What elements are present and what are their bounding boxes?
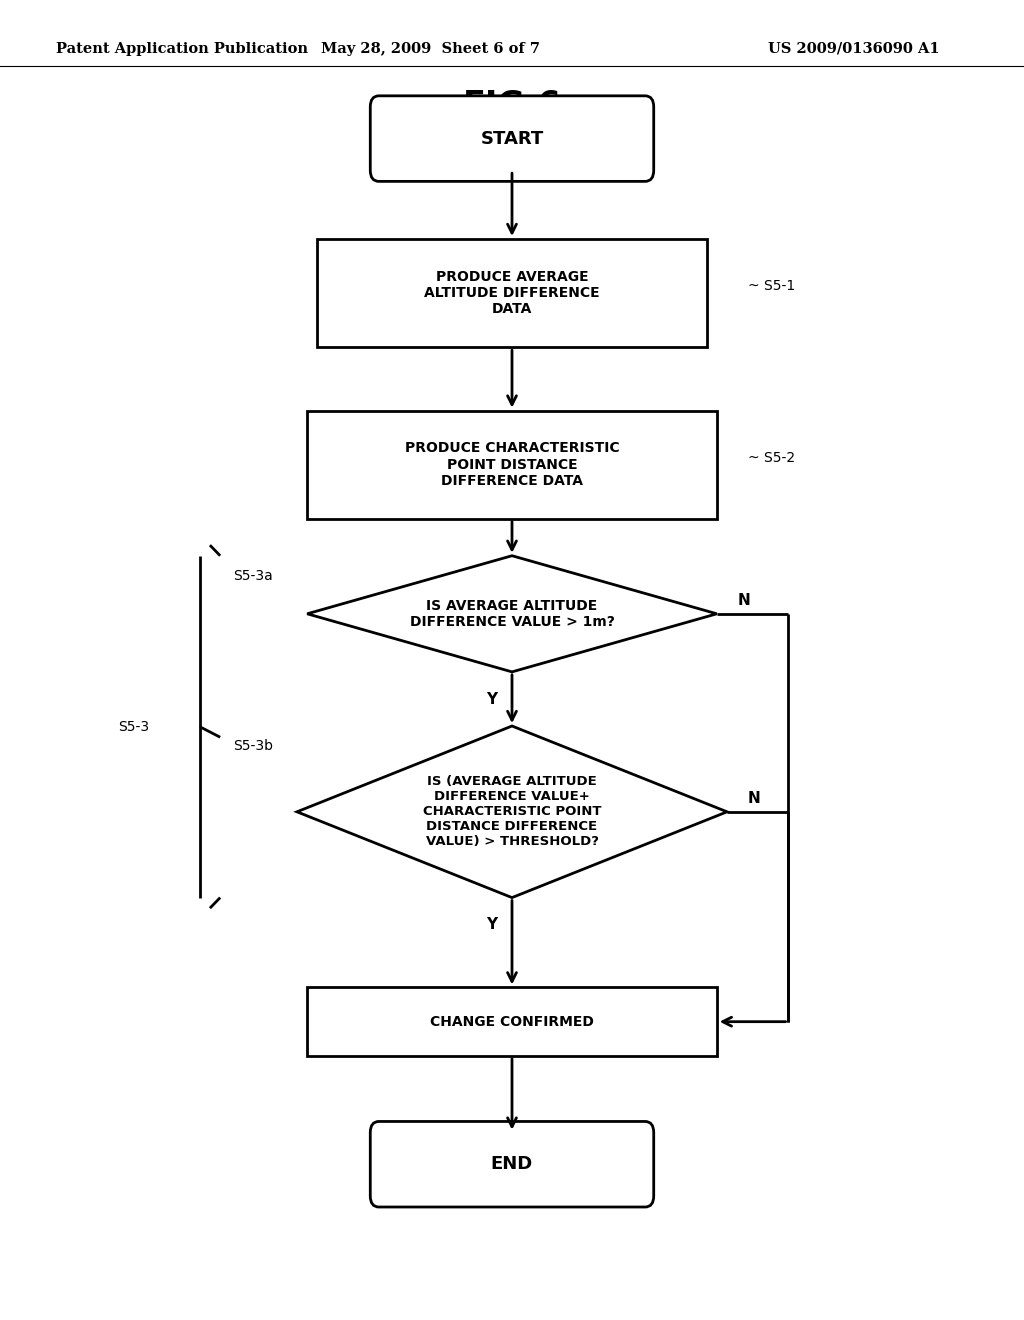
Text: PRODUCE CHARACTERISTIC
POINT DISTANCE
DIFFERENCE DATA: PRODUCE CHARACTERISTIC POINT DISTANCE DI… xyxy=(404,441,620,488)
Text: S5-3b: S5-3b xyxy=(233,739,273,754)
Bar xyxy=(317,239,707,347)
Polygon shape xyxy=(297,726,727,898)
Text: FIG.6: FIG.6 xyxy=(463,88,561,121)
Text: N: N xyxy=(748,791,760,807)
Text: IS (AVERAGE ALTITUDE
DIFFERENCE VALUE+
CHARACTERISTIC POINT
DISTANCE DIFFERENCE
: IS (AVERAGE ALTITUDE DIFFERENCE VALUE+ C… xyxy=(423,775,601,849)
Text: N: N xyxy=(737,593,750,609)
Bar xyxy=(307,987,717,1056)
FancyBboxPatch shape xyxy=(371,96,653,181)
Text: Y: Y xyxy=(486,917,497,932)
Text: US 2009/0136090 A1: US 2009/0136090 A1 xyxy=(768,42,940,55)
Text: IS AVERAGE ALTITUDE
DIFFERENCE VALUE > 1m?: IS AVERAGE ALTITUDE DIFFERENCE VALUE > 1… xyxy=(410,599,614,628)
Text: Patent Application Publication: Patent Application Publication xyxy=(56,42,308,55)
Bar xyxy=(307,411,717,519)
Text: START: START xyxy=(480,129,544,148)
Text: Y: Y xyxy=(486,692,497,706)
Text: PRODUCE AVERAGE
ALTITUDE DIFFERENCE
DATA: PRODUCE AVERAGE ALTITUDE DIFFERENCE DATA xyxy=(424,269,600,317)
Polygon shape xyxy=(307,556,717,672)
Text: ~ S5-1: ~ S5-1 xyxy=(748,280,795,293)
Text: S5-3a: S5-3a xyxy=(233,569,273,583)
Text: May 28, 2009  Sheet 6 of 7: May 28, 2009 Sheet 6 of 7 xyxy=(321,42,540,55)
Text: END: END xyxy=(490,1155,534,1173)
FancyBboxPatch shape xyxy=(371,1122,653,1206)
Text: CHANGE CONFIRMED: CHANGE CONFIRMED xyxy=(430,1015,594,1028)
Text: S5-3: S5-3 xyxy=(118,719,148,734)
Text: ~ S5-2: ~ S5-2 xyxy=(748,451,795,465)
